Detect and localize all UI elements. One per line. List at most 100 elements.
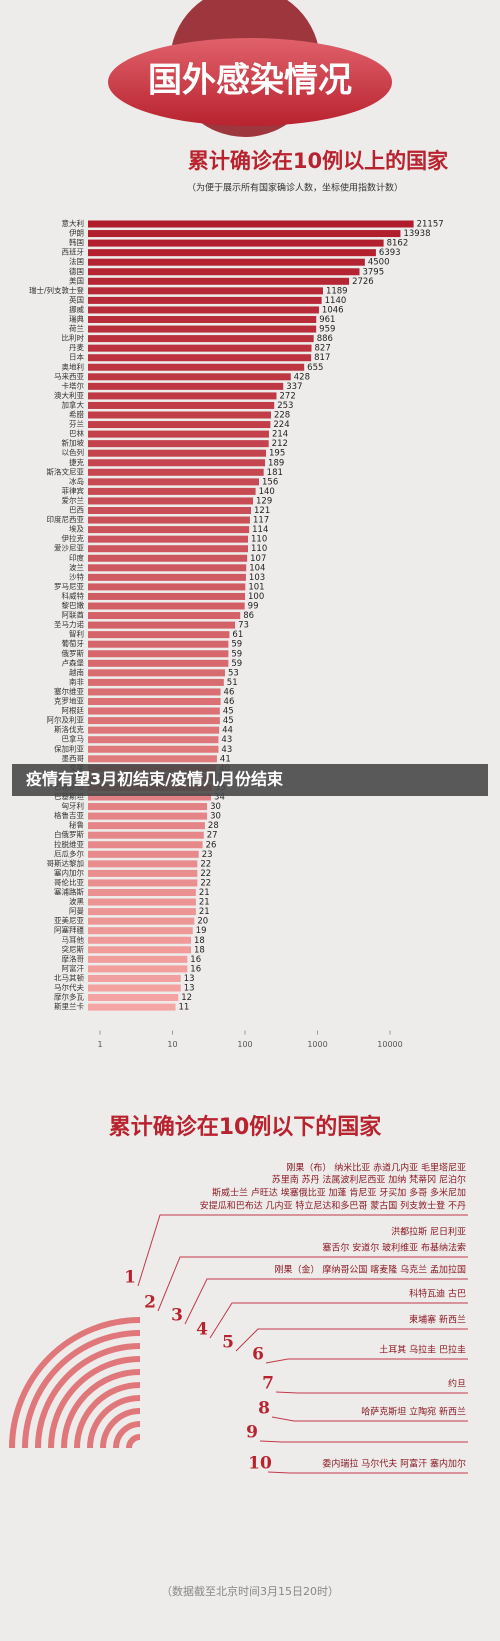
bar [88,545,249,553]
arc-stripe [74,1382,141,1449]
value-label: 827 [315,344,331,354]
value-label: 45 [223,716,234,726]
category-label: 埃及 [69,524,84,534]
group-number: 9 [246,1423,258,1443]
bar [88,621,236,629]
category-label: 新加坡 [62,438,85,448]
value-label: 23 [202,850,213,860]
value-label: 16 [190,964,201,974]
leader-line [157,1256,468,1312]
overlay-text: 疫情有望3月初结束/疫情几月份结束 [26,770,284,789]
bar [88,230,401,238]
bar [88,220,414,228]
value-label: 22 [200,859,211,869]
header-title: 国外感染情况 [148,61,352,101]
bar [88,478,260,486]
value-label: 103 [249,573,265,583]
bar [88,564,247,572]
category-label: 菲律宾 [62,485,85,495]
group-number: 2 [144,1293,156,1313]
bar [88,917,195,925]
country-line: 斯威士兰 卢旺达 埃塞俄比亚 加蓬 肯尼亚 牙买加 多哥 多米尼加 [212,1187,466,1199]
arc-stripe [9,1317,141,1449]
category-label: 瑞士/列支敦士登 [29,285,85,295]
value-label: 110 [251,535,267,545]
arc-decoration [9,1317,141,1449]
value-label: 86 [243,611,254,621]
bar [88,468,264,476]
category-label: 保加利亚 [54,743,84,753]
category-label: 越南 [69,667,84,677]
value-label: 228 [274,411,290,421]
category-label: 白俄罗斯 [54,829,84,839]
category-label: 北马其顿 [54,972,84,982]
country-line: 土耳其 乌拉圭 巴拉圭 [379,1344,466,1356]
arc-stripe [61,1369,141,1449]
bar [88,688,221,696]
category-label: 印度尼西亚 [47,514,85,524]
bar [88,936,192,944]
leader-line [267,1471,468,1474]
bar [88,965,188,973]
value-label: 53 [228,668,239,678]
section-title: 累计确诊在10例以下的国家 [109,1114,383,1140]
category-label: 阿联酋 [62,610,85,620]
overlay-band [12,764,488,796]
category-label: 芬兰 [69,419,84,429]
category-label: 卢森堡 [62,657,85,667]
chart-subtitle: （为便于展示所有国家确诊人数，坐标使用指数计数） [187,182,403,194]
category-label: 西班牙 [62,247,85,257]
value-label: 6393 [379,248,401,258]
value-label: 140 [259,487,275,497]
bar [88,698,221,705]
bar-chart: 意大利 21157 伊朗 13938 韩国 8162 西班牙 6393 法国 4500 德国 3795… [29,218,444,1049]
category-label: 俄罗斯 [62,648,85,658]
bar [88,363,305,371]
value-label: 59 [231,649,242,659]
bar [88,927,193,935]
bar [88,335,314,343]
category-label: 智利 [69,629,84,639]
group-number: 5 [222,1333,234,1353]
value-label: 104 [249,563,265,573]
value-label: 26 [206,840,217,850]
bar [88,984,181,992]
bar [88,822,205,830]
category-label: 斯洛文尼亚 [47,466,85,476]
country-line: 安提瓜和巴布达 几内亚 特立尼达和多巴哥 蒙古国 列支敦士登 不丹 [200,1200,466,1212]
value-label: 21 [199,898,210,908]
bar [88,869,198,877]
value-label: 18 [194,936,205,946]
value-label: 214 [272,430,288,440]
bar [88,755,217,763]
country-line: 塞舌尔 安道尔 玻利维亚 布基纳法索 [322,1242,466,1254]
value-label: 1189 [326,286,348,296]
bar [88,994,179,1002]
category-label: 马来西亚 [54,372,84,381]
category-label: 马尔代夫 [54,982,84,992]
category-label: 奥地利 [62,361,85,371]
bar [88,1003,176,1011]
bar [88,411,271,419]
category-label: 德国 [69,266,84,276]
category-label: 捷克 [69,457,84,467]
value-label: 44 [222,726,233,736]
value-label: 1140 [325,296,347,306]
category-label: 韩国 [69,237,84,247]
bar [88,592,245,600]
value-label: 20 [197,917,208,927]
group-number: 1 [124,1268,136,1288]
value-label: 13 [184,974,195,984]
category-label: 科威特 [62,590,85,600]
value-label: 21 [199,888,210,898]
value-label: 11 [179,1003,190,1013]
category-label: 伊朗 [69,228,84,238]
value-label: 129 [256,496,272,506]
value-label: 27 [207,831,218,841]
value-label: 181 [267,468,283,478]
leader-line [184,1278,468,1325]
bar [88,277,350,285]
arc-stripe [48,1356,141,1449]
category-label: 波黑 [69,896,84,906]
bar [88,602,245,610]
